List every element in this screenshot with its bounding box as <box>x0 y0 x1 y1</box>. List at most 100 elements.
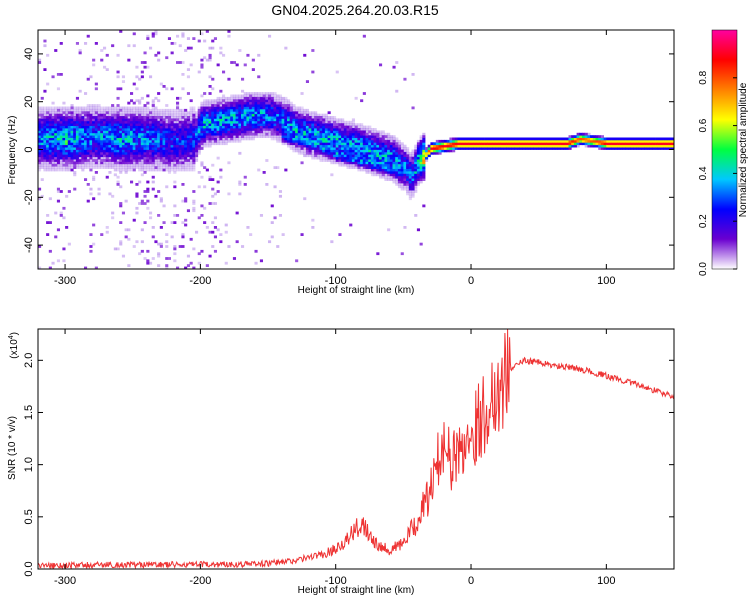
spectrogram-cell <box>149 123 153 126</box>
spectrogram-cell <box>576 142 580 146</box>
spectrogram-cell <box>322 137 326 141</box>
spectrogram-x-label: Height of straight line (km) <box>298 285 415 296</box>
spectrogram-cell <box>121 156 126 160</box>
spectrogram-cell <box>357 156 361 160</box>
spectrogram-cell <box>600 139 605 143</box>
spectrogram-cell <box>151 159 155 162</box>
spectrogram-cell <box>86 106 90 110</box>
spectrogram-cell <box>373 159 377 162</box>
spectrogram-cell <box>238 111 242 115</box>
spectrogram-cell <box>270 113 274 117</box>
spectrogram-cell <box>48 108 52 112</box>
spectrogram-cell <box>536 142 540 146</box>
spectrogram-cell <box>181 113 185 117</box>
spectrogram-cell <box>338 159 342 162</box>
spectrogram-cell <box>392 137 396 141</box>
spectrogram-cell <box>254 120 258 124</box>
spectrogram-cell <box>132 82 136 86</box>
spectrogram-cell <box>157 132 161 136</box>
spectrogram-cell <box>48 125 52 129</box>
spectrogram-cell <box>343 139 347 143</box>
spectrogram-cell <box>400 163 404 167</box>
spectrogram-cell <box>100 154 104 158</box>
spectrogram-cell <box>351 154 356 158</box>
spectrogram-cell <box>111 44 115 48</box>
spectrogram-cell <box>471 137 475 141</box>
spectrogram-cell <box>241 96 245 100</box>
spectrogram-cell <box>490 139 494 143</box>
spectrogram-cell <box>322 128 326 131</box>
spectrogram-cell <box>392 166 396 169</box>
spectrogram-cell <box>73 163 77 167</box>
spectrogram-cell <box>354 144 358 148</box>
spectrogram-cell <box>84 123 88 126</box>
spectrogram-cell <box>322 125 326 129</box>
spectrogram-cell <box>189 261 193 265</box>
spectrogram-cell <box>111 128 115 131</box>
spectrogram-cell <box>121 147 126 150</box>
spectrogram-cell <box>411 178 415 181</box>
spectrogram-cell <box>92 63 96 67</box>
spectrogram-cell <box>259 130 264 134</box>
spectrogram-cell <box>289 113 293 117</box>
spectrogram-cell <box>414 147 418 150</box>
spectrogram-cell <box>370 137 375 141</box>
spectrogram-cell <box>143 171 147 174</box>
spectrogram-cell <box>403 159 407 162</box>
spectrogram-cell <box>167 168 172 172</box>
spectrogram-cell <box>70 104 74 107</box>
spectrogram-cell <box>403 171 407 174</box>
spectrogram-cell <box>414 149 418 153</box>
spectrogram-cell <box>297 147 301 150</box>
spectrogram-cell <box>295 106 299 110</box>
spectrogram-cell <box>633 139 637 143</box>
spectrogram-cell <box>373 173 377 177</box>
spectrogram-cell <box>303 149 307 153</box>
spectrogram-cell <box>335 139 339 143</box>
spectrogram-cell <box>92 151 96 155</box>
spectrogram-cell <box>368 147 372 150</box>
spectrogram-cell <box>216 120 220 124</box>
spectrogram-cell <box>295 259 299 263</box>
spectrogram-cell <box>395 137 399 141</box>
spectrogram-cell <box>176 106 180 110</box>
spectrogram-cell <box>97 120 101 124</box>
spectrogram-cell <box>560 142 564 146</box>
spectrogram-cell <box>211 187 215 191</box>
spectrogram-cell <box>162 163 166 167</box>
spectrogram-cell <box>127 151 131 155</box>
spectrogram-cell <box>251 125 255 129</box>
spectrogram-cell <box>38 156 42 160</box>
spectrogram-cell <box>65 128 69 131</box>
spectrogram-cell <box>278 137 283 141</box>
spectrogram-cell <box>70 132 74 136</box>
spectrogram-cell <box>292 116 296 119</box>
spectrogram-cell <box>146 187 150 191</box>
spectrogram-cell <box>38 108 42 112</box>
spectrogram-cell <box>403 163 407 167</box>
spectrogram-cell <box>471 144 475 148</box>
spectrogram-cell <box>176 104 180 107</box>
spectrogram-cell <box>284 123 288 126</box>
spectrogram-cell <box>284 128 288 131</box>
spectrogram-cell <box>462 144 467 148</box>
spectrogram-cell <box>360 123 364 126</box>
spectrogram-cell <box>614 137 618 141</box>
spectrogram-cell <box>181 235 185 239</box>
spectrogram-cell <box>400 151 404 155</box>
spectrogram-cell <box>357 123 361 126</box>
spectrogram-cell <box>238 101 242 105</box>
spectrogram-cell <box>43 113 47 117</box>
spectrogram-cell <box>324 130 329 134</box>
spectrogram-cell <box>48 221 52 224</box>
spectrogram-cell <box>75 111 80 115</box>
spectrogram-cell <box>165 139 169 143</box>
spectrogram-cell <box>213 142 218 146</box>
spectrogram-cell <box>300 233 304 236</box>
spectrogram-cell <box>121 211 126 215</box>
spectrogram-cell <box>146 116 150 119</box>
spectrogram-cell <box>357 147 361 150</box>
spectrogram-cell <box>492 144 496 148</box>
spectrogram-cell <box>70 147 74 150</box>
